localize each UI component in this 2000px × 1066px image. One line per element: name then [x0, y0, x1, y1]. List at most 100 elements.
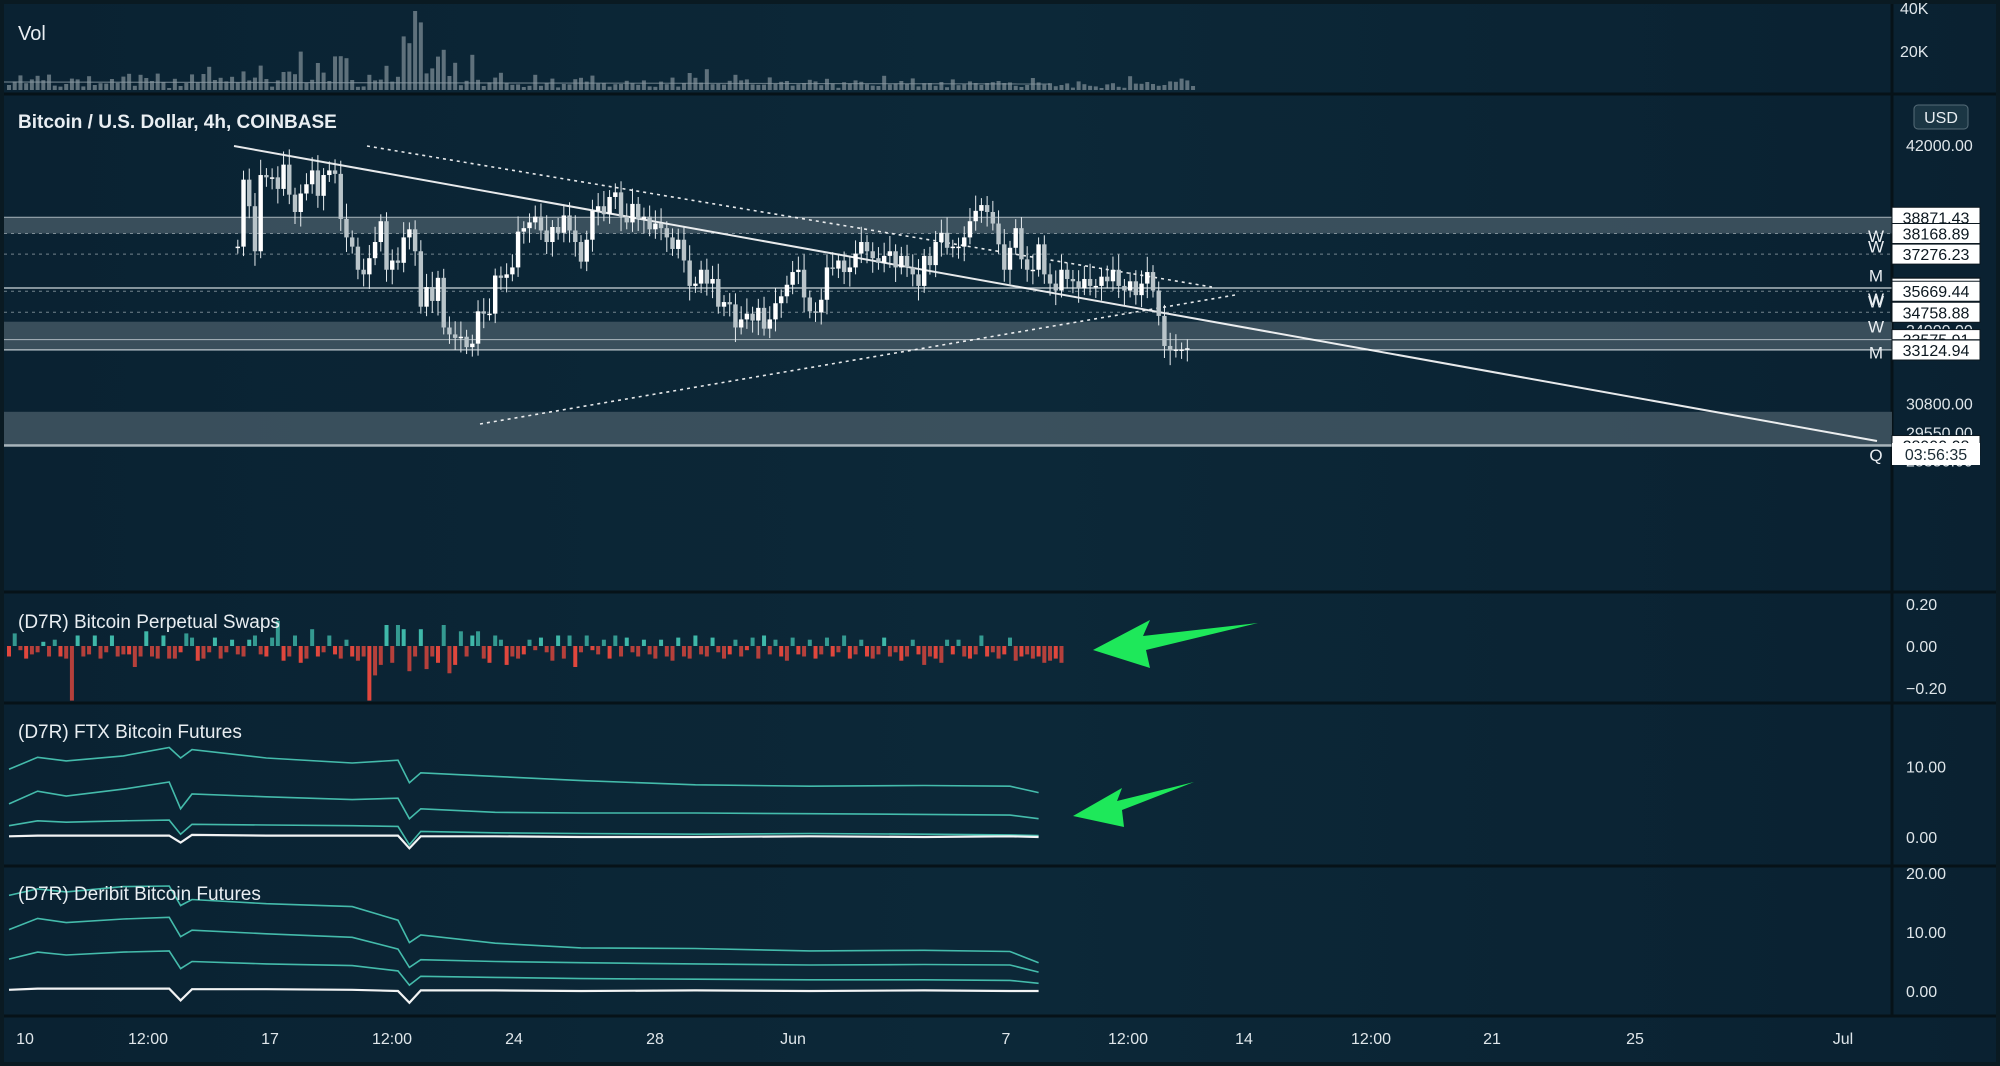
swap-bar: [516, 646, 521, 659]
candle-body: [1059, 269, 1064, 291]
volume-bar: [1139, 83, 1144, 90]
swap-bar: [899, 646, 904, 661]
swap-bar: [350, 646, 355, 657]
volume-bar: [287, 71, 292, 90]
time-axis-label: 10: [16, 1031, 34, 1048]
swap-bar: [207, 646, 212, 653]
swap-bar: [1042, 646, 1047, 663]
candle-body: [595, 206, 601, 211]
swap-bar: [264, 646, 269, 657]
candle-body: [916, 274, 921, 286]
swap-bar: [802, 646, 807, 657]
swap-bar: [727, 646, 732, 655]
price-tag-box: [1891, 222, 1981, 244]
volume-bar: [298, 51, 303, 90]
volume-bar: [104, 83, 109, 90]
ftx-futures-axis: 10.00 0.00: [1906, 760, 1946, 848]
candle-body: [252, 206, 258, 252]
volume-bar: [247, 80, 252, 90]
price-pane: Bitcoin / U.S. Dollar, 4h, COINBASE WWMW…: [4, 104, 1981, 470]
volume-bar: [1173, 81, 1178, 90]
candle-body: [893, 251, 898, 268]
swap-bar: [619, 646, 624, 657]
candle-body: [664, 228, 669, 238]
candle-body: [1122, 285, 1127, 291]
swap-bar: [441, 625, 446, 646]
volume-bar: [756, 84, 761, 90]
swap-bar: [7, 646, 11, 657]
volume-bar: [676, 86, 681, 90]
volume-bar: [1128, 76, 1133, 90]
swap-bar: [1059, 646, 1064, 663]
time-axis-label: 28: [646, 1031, 664, 1048]
swap-bar: [98, 646, 103, 659]
candle-body: [344, 218, 349, 238]
volume-bar: [184, 83, 189, 90]
volume-bar: [1036, 82, 1041, 90]
candle-body: [853, 253, 858, 268]
swap-bar: [836, 646, 841, 653]
candle-body: [372, 242, 378, 259]
candle-body: [361, 269, 366, 275]
volume-bar: [64, 84, 69, 90]
candle-body: [922, 255, 927, 286]
volume-bar: [664, 84, 669, 90]
swap-bar: [1013, 646, 1018, 661]
candle-body: [390, 260, 395, 270]
candle-body: [315, 170, 321, 196]
currency-badge[interactable]: USD: [1913, 104, 1969, 130]
futures-series-line: [8, 819, 1039, 847]
candle-body: [767, 319, 772, 329]
volume-bar: [561, 84, 566, 90]
volume-bar: [601, 83, 606, 90]
volume-bar: [950, 79, 955, 90]
time-axis-label: 12:00: [128, 1031, 168, 1048]
swap-bar: [321, 646, 326, 653]
candle-body: [756, 307, 761, 321]
swap-bar: [813, 646, 818, 659]
candle-body: [750, 313, 755, 321]
volume-bar: [1025, 85, 1030, 90]
trendline[interactable]: [479, 294, 1236, 425]
volume-bar: [424, 73, 429, 90]
volume-bar: [224, 81, 229, 90]
candle-body: [973, 210, 978, 222]
volume-bar: [430, 68, 435, 90]
trendline[interactable]: [366, 145, 1213, 288]
swap-bar: [395, 625, 400, 646]
swap-bar: [224, 646, 229, 653]
candle-body: [1019, 228, 1024, 260]
candle-body: [939, 232, 944, 243]
swap-bar: [378, 646, 383, 665]
swap-bar: [138, 646, 143, 657]
volume-bar: [533, 74, 538, 90]
swap-bar: [270, 637, 275, 646]
futures-axis-label: 0.00: [1906, 830, 1937, 847]
swap-bar: [870, 646, 875, 659]
candle-body: [704, 269, 710, 284]
volume-bar: [1065, 83, 1070, 90]
volume-bar: [115, 82, 120, 90]
swap-bar: [338, 646, 343, 659]
volume-bar: [1099, 88, 1104, 90]
volume-bar: [870, 85, 875, 90]
candle-body: [950, 246, 955, 249]
candle-body: [578, 242, 584, 262]
candle-body: [956, 246, 961, 249]
swap-bar: [1048, 646, 1053, 661]
candle-body: [1042, 244, 1047, 275]
candle-body: [990, 211, 996, 224]
price-tag-box: [1891, 280, 1981, 302]
candle-body: [881, 255, 887, 263]
price-tag-label: 34758.88: [1903, 305, 1970, 322]
candle-body: [636, 203, 641, 219]
candle-body: [247, 179, 252, 207]
volume-bar: [1191, 86, 1196, 90]
volume-bar: [1053, 86, 1058, 90]
candle-body: [681, 239, 687, 261]
volume-bar: [230, 76, 235, 90]
volume-bar: [739, 80, 744, 90]
candle-body: [1145, 272, 1150, 284]
symbol-title: Bitcoin / U.S. Dollar, 4h, COINBASE: [18, 112, 337, 133]
